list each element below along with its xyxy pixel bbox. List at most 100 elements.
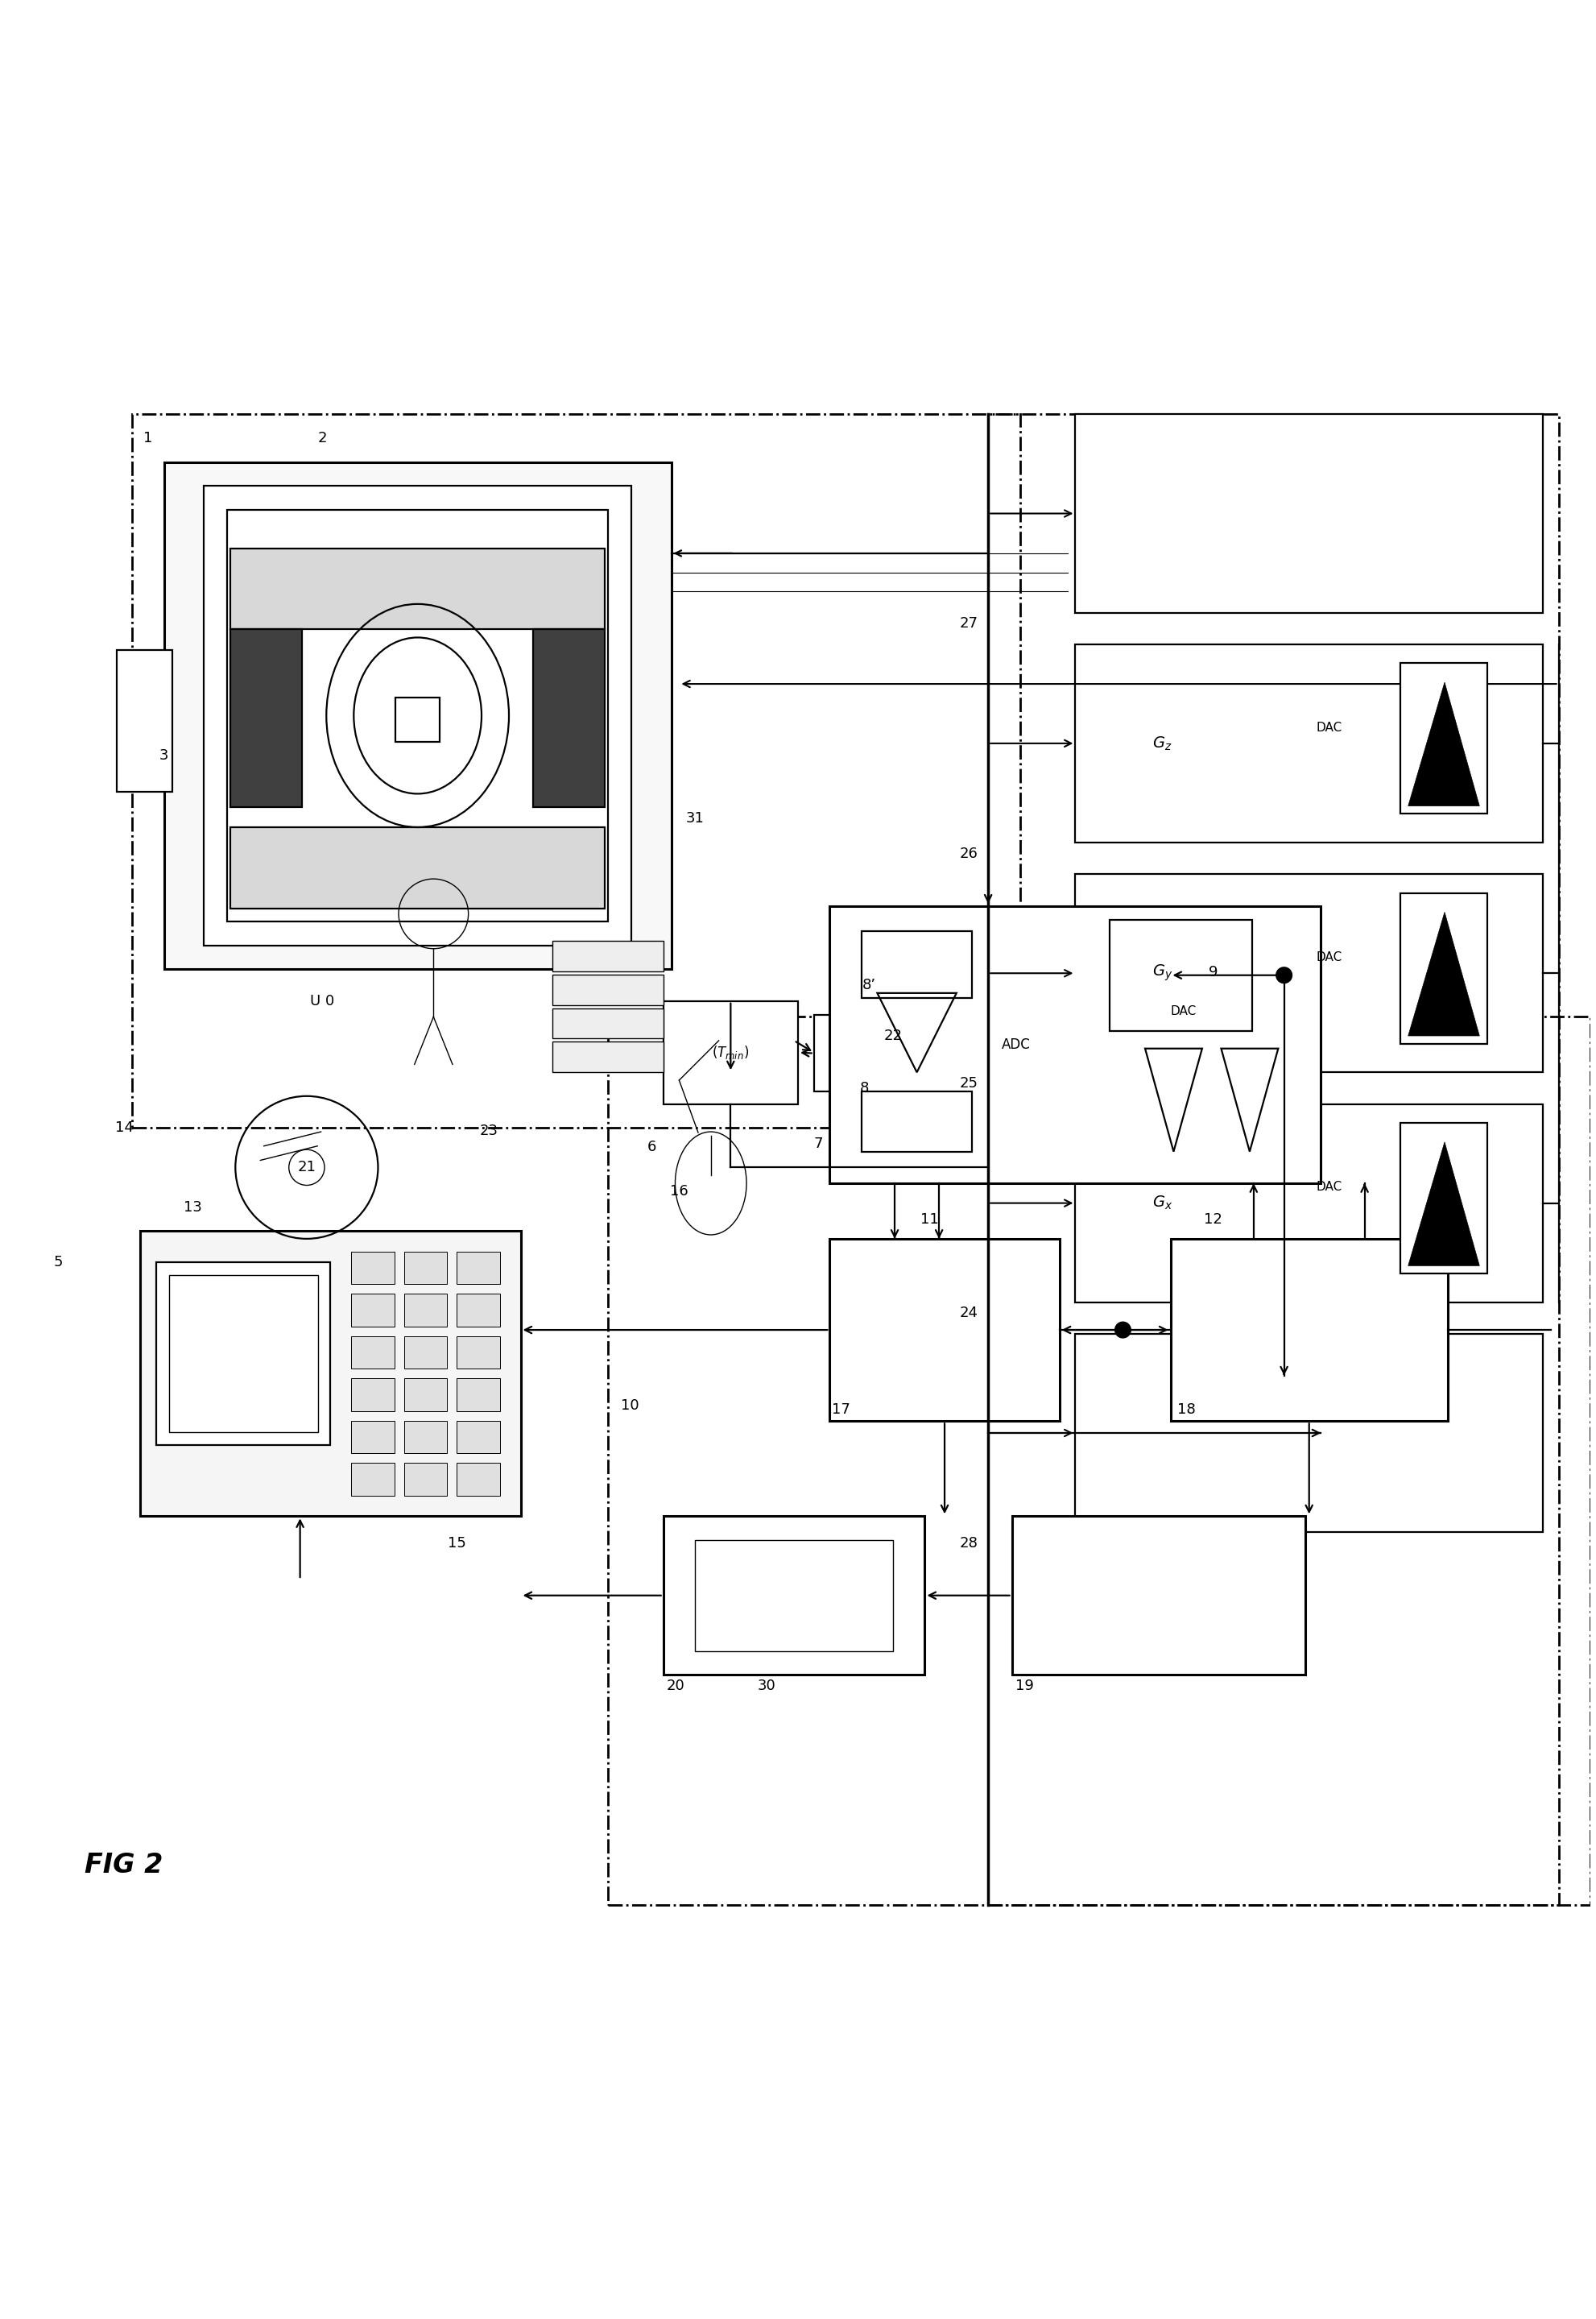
Text: 31: 31	[686, 812, 704, 826]
Bar	[169, 1275, 318, 1433]
Bar	[140, 1231, 520, 1517]
Bar	[231, 547, 605, 628]
Circle shape	[1116, 1322, 1132, 1338]
Text: 21: 21	[297, 1160, 316, 1176]
Bar	[694, 1540, 894, 1651]
Bar	[351, 1294, 394, 1326]
Bar	[204, 485, 632, 946]
Text: 9: 9	[1208, 965, 1218, 979]
Bar	[132, 415, 1020, 1127]
Bar	[862, 1092, 972, 1153]
Text: 7: 7	[814, 1136, 824, 1150]
Bar	[231, 828, 605, 909]
Bar	[1109, 921, 1253, 1030]
Bar	[404, 1294, 447, 1326]
Text: 19: 19	[1015, 1679, 1034, 1693]
Text: 14: 14	[115, 1120, 134, 1134]
Bar	[552, 942, 664, 972]
Text: 30: 30	[757, 1679, 776, 1693]
Text: 20: 20	[667, 1679, 685, 1693]
Bar	[1400, 1122, 1487, 1273]
Polygon shape	[1408, 1141, 1479, 1266]
Text: DAC: DAC	[1317, 951, 1342, 962]
Bar	[228, 510, 608, 921]
Text: 17: 17	[832, 1403, 851, 1417]
Bar	[404, 1336, 447, 1368]
Text: $G_x$: $G_x$	[1152, 1194, 1173, 1211]
Bar	[1076, 874, 1543, 1071]
Bar	[552, 1041, 664, 1071]
Bar	[456, 1422, 500, 1454]
Bar	[552, 974, 664, 1004]
Bar	[456, 1463, 500, 1496]
Text: $G_y$: $G_y$	[1152, 962, 1173, 983]
Text: 22: 22	[884, 1030, 902, 1044]
Bar	[396, 698, 440, 742]
Bar	[1076, 1333, 1543, 1533]
Bar	[351, 1252, 394, 1285]
Bar	[1400, 893, 1487, 1044]
Text: 26: 26	[959, 846, 978, 860]
Text: 8: 8	[860, 1081, 870, 1095]
Text: 1: 1	[144, 431, 153, 445]
Bar	[351, 1422, 394, 1454]
Text: 3: 3	[160, 749, 169, 763]
Text: 27: 27	[959, 617, 978, 631]
Text: M: M	[420, 568, 436, 589]
Bar	[456, 1294, 500, 1326]
Text: 6: 6	[648, 1139, 658, 1155]
Bar	[608, 1016, 1590, 1904]
Bar	[862, 932, 972, 997]
Bar	[664, 1002, 798, 1104]
Bar	[533, 628, 605, 807]
Bar	[156, 1262, 330, 1445]
Text: 16: 16	[670, 1185, 688, 1199]
Text: 23: 23	[480, 1125, 498, 1139]
Polygon shape	[1408, 911, 1479, 1037]
Bar	[988, 415, 1559, 1904]
Text: DAC: DAC	[1170, 1004, 1197, 1018]
Text: DAC: DAC	[1317, 721, 1342, 733]
Text: 28: 28	[959, 1535, 978, 1551]
Text: 2: 2	[318, 431, 327, 445]
Text: 11: 11	[921, 1213, 938, 1227]
Bar	[404, 1377, 447, 1410]
Text: 5: 5	[53, 1255, 62, 1271]
Bar	[1012, 1517, 1306, 1674]
Bar	[231, 628, 302, 807]
Bar	[456, 1252, 500, 1285]
Circle shape	[1277, 967, 1293, 983]
Text: 4: 4	[358, 867, 367, 881]
Bar	[456, 1336, 500, 1368]
Text: 25: 25	[959, 1076, 978, 1090]
Bar	[351, 1336, 394, 1368]
Ellipse shape	[354, 638, 482, 793]
Bar	[164, 461, 672, 969]
Text: 15: 15	[448, 1535, 466, 1551]
Bar	[830, 1238, 1060, 1422]
Text: U 0: U 0	[310, 995, 335, 1009]
Text: 24: 24	[959, 1306, 978, 1320]
Bar	[1400, 663, 1487, 814]
Bar	[404, 1422, 447, 1454]
Bar	[1076, 645, 1543, 842]
Bar	[404, 1463, 447, 1496]
Text: DAC: DAC	[1317, 1180, 1342, 1194]
Bar	[351, 1377, 394, 1410]
Bar	[117, 649, 172, 791]
Bar	[552, 1009, 664, 1039]
Bar	[830, 907, 1321, 1183]
Text: $(T_{min})$: $(T_{min})$	[712, 1044, 749, 1062]
Text: 18: 18	[1178, 1403, 1195, 1417]
Text: 12: 12	[1203, 1213, 1223, 1227]
Text: 10: 10	[621, 1398, 638, 1412]
Text: $G_z$: $G_z$	[1152, 735, 1173, 751]
Polygon shape	[1408, 682, 1479, 807]
Bar	[351, 1463, 394, 1496]
Bar	[1170, 1238, 1448, 1422]
Text: 8’: 8’	[862, 979, 876, 993]
Bar	[456, 1377, 500, 1410]
Bar	[664, 1517, 924, 1674]
Bar	[814, 1016, 886, 1092]
Bar	[1076, 1104, 1543, 1303]
